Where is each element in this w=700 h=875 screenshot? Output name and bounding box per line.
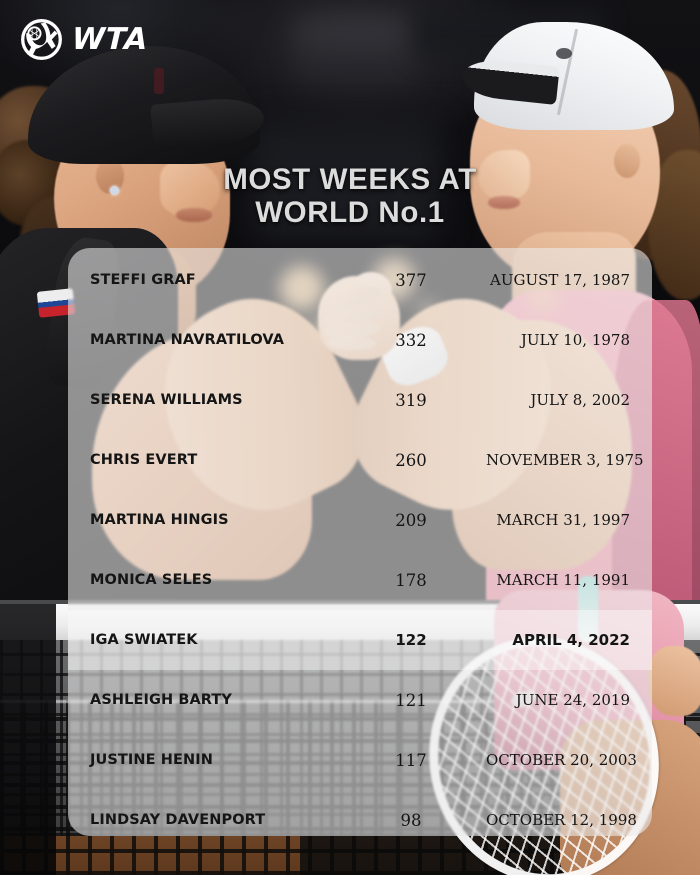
player-name: CHRIS EVERT [90,452,198,468]
page-title: MOST WEEKS AT WORLD No.1 [0,163,700,229]
table-row: CHRIS EVERT 260 NOVEMBER 3, 1975 [68,430,652,490]
table-row: MONICA SELES 178 MARCH 11, 1991 [68,550,652,610]
date-reached: MARCH 31, 1997 [496,511,630,529]
right-player-lips [488,196,520,209]
player-name: LINDSAY DAVENPORT [90,812,266,828]
page-title-line-1: MOST WEEKS AT [223,163,477,196]
left-player-earring [110,186,119,195]
date-reached: JUNE 24, 2019 [515,691,630,709]
weeks-count: 377 [395,270,427,290]
stats-table: STEFFI GRAF 377 AUGUST 17, 1987 MARTINA NAV… [68,248,652,836]
weeks-count: 260 [395,450,427,470]
player-name: IGA SWIATEK [90,632,198,648]
table-row: JUSTINE HENIN 117 OCTOBER 20, 2003 [68,730,652,790]
arena-blur-shape [250,120,440,240]
date-reached: AUGUST 17, 1987 [490,271,630,289]
weeks-count: 209 [395,510,427,530]
stats-panel: STEFFI GRAF 377 AUGUST 17, 1987 MARTINA NAV… [68,248,652,836]
weeks-count: 332 [395,330,427,350]
player-name: MARTINA NAVRATILOVA [90,332,285,348]
weeks-count: 319 [395,390,427,410]
page-title-line-2: WORLD No.1 [255,196,445,229]
date-reached: NOVEMBER 3, 1975 [486,451,644,469]
weeks-count: 122 [395,631,427,649]
player-name: JUSTINE HENIN [90,752,213,768]
left-player-nose [160,160,220,216]
player-name: ASHLEIGH BARTY [90,692,233,708]
right-player-nose [478,150,530,200]
wta-wordmark: WTA [71,22,149,57]
date-reached: MARCH 11, 1991 [496,571,630,589]
weeks-count: 121 [395,690,427,710]
player-name: MARTINA HINGIS [90,512,229,528]
table-row: MARTINA NAVRATILOVA 332 JULY 10, 1978 [68,310,652,370]
table-row: SERENA WILLIAMS 319 JULY 8, 2002 [68,370,652,430]
wta-logo[interactable]: WTA [18,16,149,63]
player-name: STEFFI GRAF [90,272,196,288]
table-row: MARTINA HINGIS 209 MARCH 31, 1997 [68,490,652,550]
left-player-lips [176,208,212,222]
table-row: IGA SWIATEK 122 APRIL 4, 2022 [68,610,652,670]
right-player-cap-logo [556,48,572,59]
date-reached: JULY 10, 1978 [520,331,630,349]
table-row: STEFFI GRAF 377 AUGUST 17, 1987 [68,250,652,310]
date-reached: OCTOBER 20, 2003 [486,751,637,769]
weeks-count: 178 [395,570,427,590]
player-name: SERENA WILLIAMS [90,392,243,408]
player-name: MONICA SELES [90,572,213,588]
table-row: LINDSAY DAVENPORT 98 OCTOBER 12, 1998 [68,790,652,836]
tennis-net-post [0,604,56,875]
right-player-ear [614,144,640,178]
arena-blur-shape [296,18,416,84]
date-reached: OCTOBER 12, 1998 [486,811,637,829]
left-player-cap-detail [154,68,164,94]
table-row: ASHLEIGH BARTY 121 JUNE 24, 2019 [68,670,652,730]
date-reached: APRIL 4, 2022 [512,631,630,649]
date-reached: JULY 8, 2002 [530,391,630,409]
weeks-count: 117 [395,750,427,770]
weeks-count: 98 [400,810,422,830]
wta-circle-player-racquet-icon [18,16,65,63]
right-player-hand [648,646,700,716]
